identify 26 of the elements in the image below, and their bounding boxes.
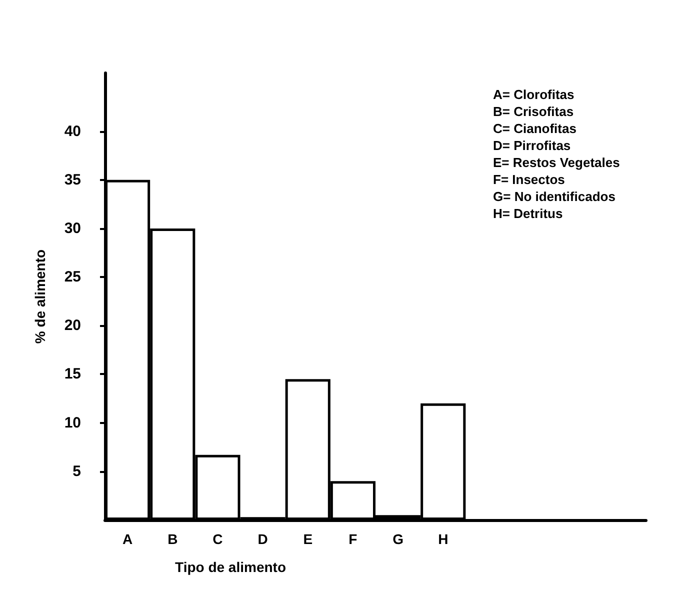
x-axis-title: Tipo de alimento [175,559,286,575]
annotation: E= Restos Vegetales [493,155,620,170]
y-tick-label: 30 [64,220,81,237]
x-tick-label: B [168,531,178,547]
annotation: B= Crisofitas [493,104,574,119]
x-tick-label: A [122,531,133,547]
annotation: F= Insectos [493,172,565,187]
x-tick-label: G [392,531,404,547]
y-tick-label: 5 [72,462,81,480]
y-axis-title: % de alimento [32,249,48,344]
x-tick-label: F [348,531,358,547]
y-tick-label: 20 [64,317,81,334]
y-tick-label: 15 [64,366,81,383]
y-tick-label: 35 [64,171,81,188]
y-tick-label: 40 [64,122,81,140]
annotation: H= Detritus [493,206,563,221]
y-tick-label: 25 [64,268,81,286]
y-tick-label: 10 [64,414,81,432]
annotation: G= No identificados [493,189,616,204]
annotation: C= Cianofitas [493,121,576,136]
x-tick-label: D [258,531,268,547]
x-tick-label: C [212,531,223,547]
annotation: A= Clorofitas [493,87,574,102]
x-tick-label: E [303,531,313,547]
annotation: D= Pirrofitas [493,138,571,153]
x-tick-label: H [438,531,448,547]
